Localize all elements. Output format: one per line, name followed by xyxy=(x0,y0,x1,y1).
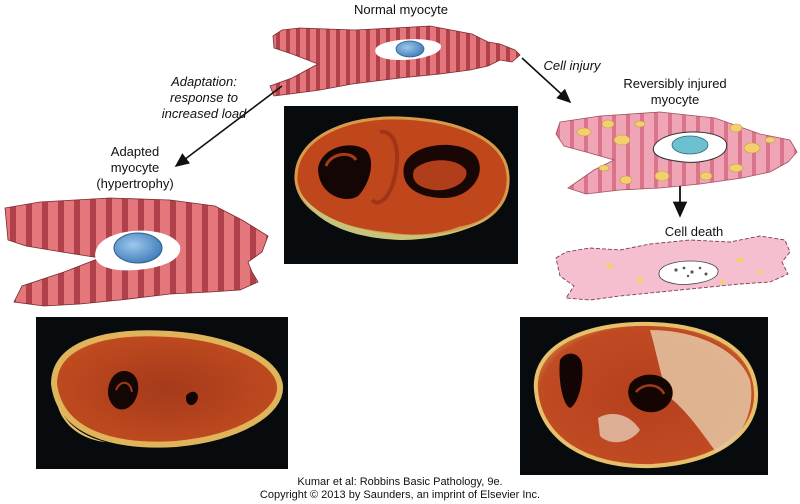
arrow-to-adapted xyxy=(174,85,283,167)
normal-nucleus xyxy=(395,40,425,58)
label-reversibly-injured: Reversibly injured myocyte xyxy=(600,76,750,108)
photo-normal-heart xyxy=(284,106,518,264)
label-adaptation-line3: increased load xyxy=(161,106,247,121)
label-reversibly-injured-line1: Reversibly injured xyxy=(623,76,727,91)
label-cell-injury: Cell injury xyxy=(543,58,601,73)
label-adapted-myocyte: Adapted myocyte (hypertrophy) xyxy=(80,144,190,192)
adapted-nucleus xyxy=(113,232,163,264)
normal-myocyte-illustration xyxy=(269,25,521,97)
label-adapted-line1: Adapted xyxy=(110,144,160,159)
photo-hypertrophy-heart xyxy=(36,317,288,469)
photo-infarct-heart xyxy=(520,317,768,475)
label-reversibly-injured-line2: myocyte xyxy=(650,92,700,107)
label-normal-myocyte: Normal myocyte xyxy=(354,2,448,17)
injured-nucleus xyxy=(671,135,709,155)
label-adapted-line3: (hypertrophy) xyxy=(96,176,174,191)
credit-line-2: Copyright © 2013 by Saunders, an imprint… xyxy=(259,489,541,501)
label-adaptation-line2: response to xyxy=(170,90,238,105)
adapted-myocyte-illustration xyxy=(4,197,269,307)
label-cell-death: Cell death xyxy=(664,224,724,239)
label-adaptation: Adaptation: response to increased load xyxy=(144,74,264,122)
arrow-to-injured xyxy=(521,57,572,104)
dead-myocyte-illustration xyxy=(555,235,791,301)
credit-line-1: Kumar et al: Robbins Basic Pathology, 9e… xyxy=(297,476,503,488)
reversibly-injured-myocyte-illustration xyxy=(555,111,798,195)
label-adapted-line2: myocyte xyxy=(110,160,160,175)
label-adaptation-line1: Adaptation: xyxy=(171,74,237,89)
